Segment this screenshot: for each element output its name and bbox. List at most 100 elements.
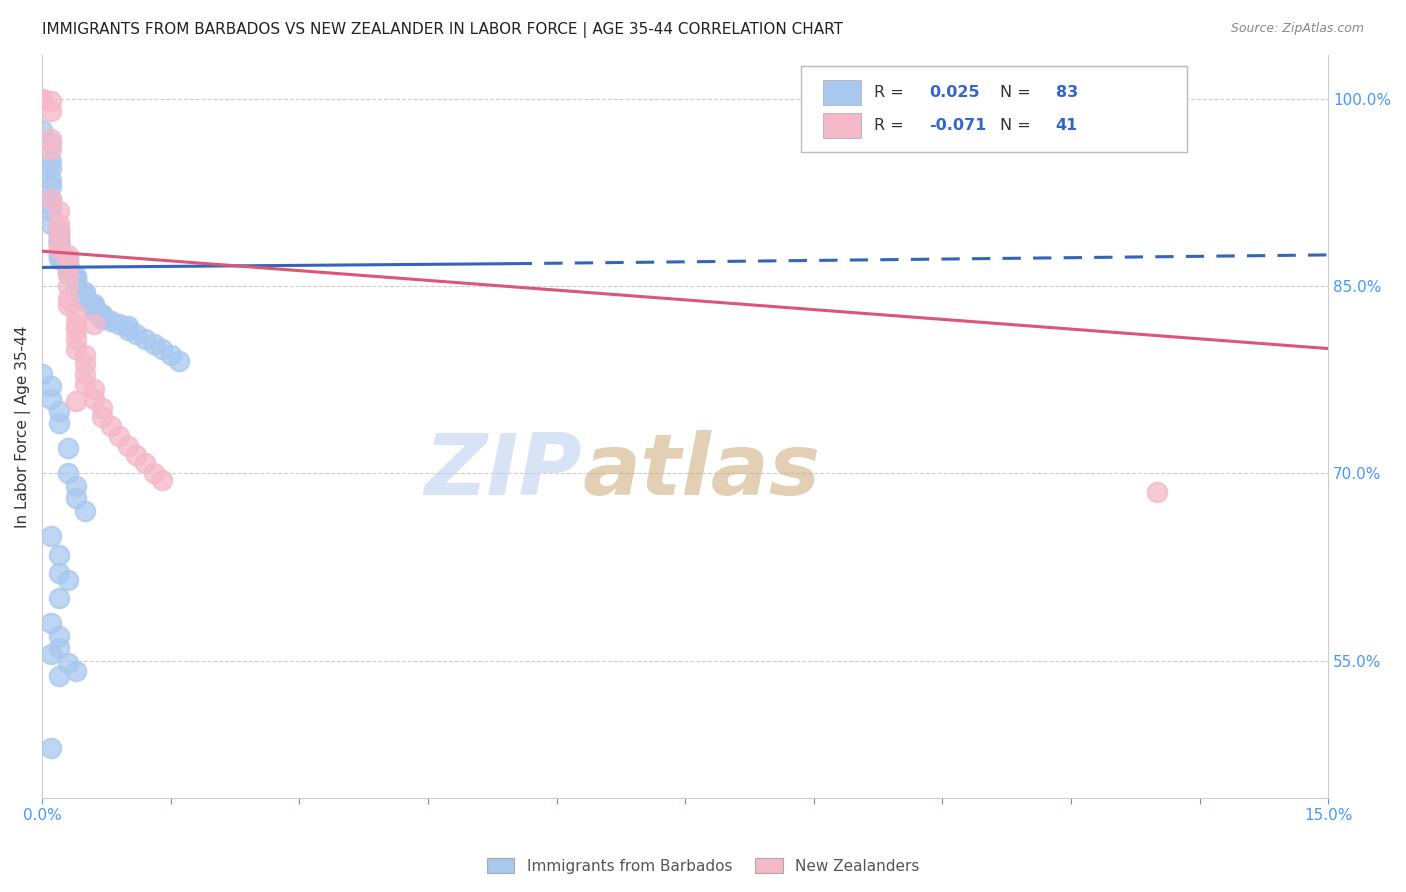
Point	[65, 323, 87, 337]
Point	[117, 439, 139, 453]
Point	[48, 204, 70, 219]
Point	[65, 491, 87, 506]
Point	[125, 448, 148, 462]
Point	[39, 741, 62, 756]
Point	[150, 473, 173, 487]
Point	[56, 259, 79, 273]
Point	[48, 233, 70, 247]
Point	[39, 616, 62, 631]
Point	[134, 457, 156, 471]
Legend: Immigrants from Barbados, New Zealanders: Immigrants from Barbados, New Zealanders	[481, 852, 925, 880]
Point	[65, 271, 87, 285]
Point	[65, 394, 87, 409]
Point	[39, 392, 62, 406]
Point	[48, 223, 70, 237]
Point	[48, 252, 70, 266]
Point	[65, 274, 87, 288]
Point	[65, 277, 87, 291]
Text: R =: R =	[875, 119, 904, 133]
Point	[31, 92, 53, 106]
Point	[39, 142, 62, 156]
Point	[73, 292, 96, 306]
Point	[65, 664, 87, 678]
Point	[142, 467, 165, 481]
Point	[65, 279, 87, 293]
Point	[100, 314, 122, 328]
Point	[48, 246, 70, 260]
Point	[48, 235, 70, 250]
Bar	[823, 113, 862, 137]
Point	[91, 401, 114, 416]
Point	[39, 179, 62, 194]
Point	[117, 323, 139, 337]
Point	[73, 285, 96, 300]
Point	[65, 332, 87, 346]
Point	[56, 254, 79, 268]
Point	[48, 217, 70, 231]
Point	[65, 282, 87, 296]
Point	[159, 348, 181, 362]
Point	[91, 311, 114, 326]
Point	[83, 299, 105, 313]
Point	[48, 641, 70, 656]
Point	[48, 669, 70, 683]
Point	[56, 248, 79, 262]
Point	[48, 404, 70, 418]
Text: N =: N =	[1000, 85, 1031, 100]
Point	[83, 317, 105, 331]
Point	[83, 392, 105, 406]
Point	[108, 317, 131, 331]
Point	[142, 336, 165, 351]
Point	[48, 227, 70, 241]
Point	[91, 307, 114, 321]
Point	[73, 357, 96, 371]
Point	[56, 267, 79, 281]
Point	[48, 223, 70, 237]
Point	[150, 342, 173, 356]
Point	[39, 95, 62, 109]
Point	[73, 294, 96, 309]
Point	[48, 417, 70, 431]
Point	[65, 479, 87, 493]
Point	[39, 379, 62, 393]
Point	[56, 467, 79, 481]
Point	[48, 629, 70, 643]
Point	[65, 317, 87, 331]
Point	[65, 307, 87, 321]
Point	[56, 260, 79, 275]
Point	[108, 429, 131, 443]
Point	[73, 367, 96, 381]
Point	[65, 284, 87, 298]
Point	[56, 264, 79, 278]
Point	[73, 504, 96, 518]
Point	[48, 242, 70, 256]
Point	[56, 257, 79, 271]
Point	[48, 235, 70, 250]
Point	[48, 548, 70, 562]
Point	[91, 309, 114, 323]
Point	[83, 382, 105, 396]
Point	[48, 591, 70, 606]
Point	[117, 319, 139, 334]
Point	[83, 296, 105, 310]
Text: 0.025: 0.025	[929, 85, 980, 100]
FancyBboxPatch shape	[801, 66, 1187, 152]
Point	[56, 257, 79, 271]
Point	[56, 267, 79, 281]
Point	[48, 229, 70, 244]
Point	[1146, 485, 1168, 500]
Point	[169, 354, 191, 368]
Point	[56, 279, 79, 293]
Point	[39, 204, 62, 219]
Point	[48, 244, 70, 259]
Point	[65, 269, 87, 284]
Point	[39, 529, 62, 543]
Text: R =: R =	[875, 85, 904, 100]
Text: ZIP: ZIP	[425, 430, 582, 513]
Point	[48, 566, 70, 581]
Point	[56, 261, 79, 276]
Point	[83, 301, 105, 316]
Point	[73, 288, 96, 302]
Point	[39, 192, 62, 206]
Point	[125, 326, 148, 341]
